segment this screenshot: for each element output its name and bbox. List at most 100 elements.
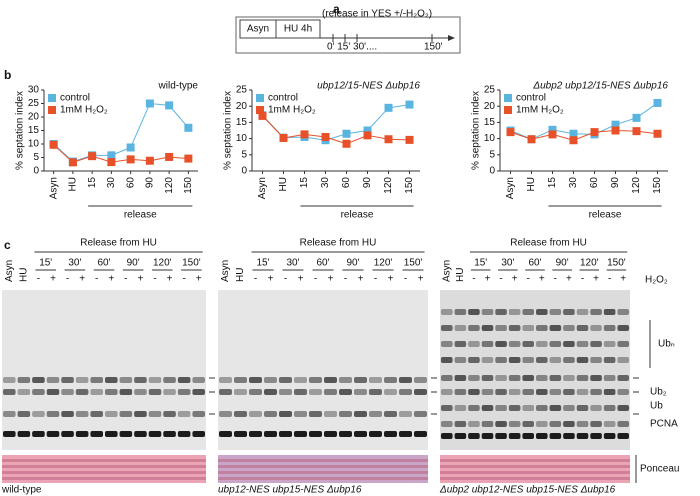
sign: + [593,274,599,285]
band [294,377,307,383]
band [163,431,176,437]
band-label: Ub [650,401,663,412]
marker [653,129,662,138]
band [441,309,453,315]
band [576,433,589,439]
band [324,377,337,383]
band [441,421,453,427]
band [46,431,60,437]
x-tick-label: HU [278,177,289,191]
band [61,431,74,437]
x-tick-label: 30 [568,177,579,189]
timepoint: 30' [501,258,514,269]
band [32,377,45,383]
band [399,389,412,395]
ponceau-band [218,471,428,474]
ponceau-band [218,459,428,462]
band [3,377,16,383]
band [590,309,602,315]
release-label: Release from HU [300,238,377,249]
band [481,325,494,331]
band [508,325,521,331]
panel-label: a [333,2,340,16]
band [576,389,589,395]
y-tick-label: 25 [28,98,40,109]
band [549,309,562,315]
band [369,411,382,417]
band [399,411,412,417]
timepoint: 150' [404,258,423,269]
legend-label: 1mM H₂O₂ [516,105,564,116]
y-tick-label: 25 [484,85,496,96]
band [576,341,589,347]
timepoint: 30' [286,258,299,269]
band [481,309,494,315]
y-tick-label: 15 [28,125,40,136]
band [603,405,616,411]
sign: - [124,274,127,285]
band [590,357,602,363]
marker [342,139,351,148]
marker [653,98,662,107]
band [3,389,16,395]
band [454,389,467,395]
band [481,357,494,363]
band [563,375,575,381]
marker [342,129,351,138]
marker [107,151,116,160]
band [234,377,247,383]
band [3,411,16,417]
band [454,421,467,427]
band [339,377,352,383]
band [603,341,616,347]
band [441,405,453,411]
sign: + [539,274,545,285]
x-tick-label: HU [68,177,79,191]
ponceau-band [2,459,206,462]
band [3,431,16,437]
ponceau-band [2,465,206,468]
band [294,411,307,417]
band [148,377,162,383]
y-tick-label: 30 [28,85,40,96]
timepoint: 120' [374,258,393,269]
y-tick-label: 15 [236,117,248,128]
band [563,341,575,347]
band [105,431,118,437]
band [399,377,412,383]
timepoint: 150' [182,258,201,269]
legend-label: control [516,93,546,104]
band [549,341,562,347]
marker [611,126,620,135]
marker [548,130,557,139]
marker [321,132,330,141]
y-tick-label: 10 [236,133,248,144]
band [294,431,307,437]
sign: + [358,274,364,285]
marker [49,140,58,149]
band [603,375,616,381]
marker [145,156,154,165]
band [590,433,602,439]
marker [632,127,641,136]
timepoint: 90' [346,258,359,269]
band [468,341,480,347]
band [508,375,521,381]
band [590,341,602,347]
band [576,309,589,315]
band [384,389,397,395]
sign: + [108,274,114,285]
y-axis-label: % septation index [15,91,26,170]
band [563,325,575,331]
x-tick-label: 150 [183,177,194,194]
band [617,309,629,315]
sign: + [79,274,85,285]
legend-swatch [504,94,512,102]
band [384,431,397,437]
marker [184,154,193,163]
panel-label: b [4,68,11,82]
x-axis-label: release [589,210,622,221]
band [163,389,176,395]
band [441,357,453,363]
band [294,389,307,395]
